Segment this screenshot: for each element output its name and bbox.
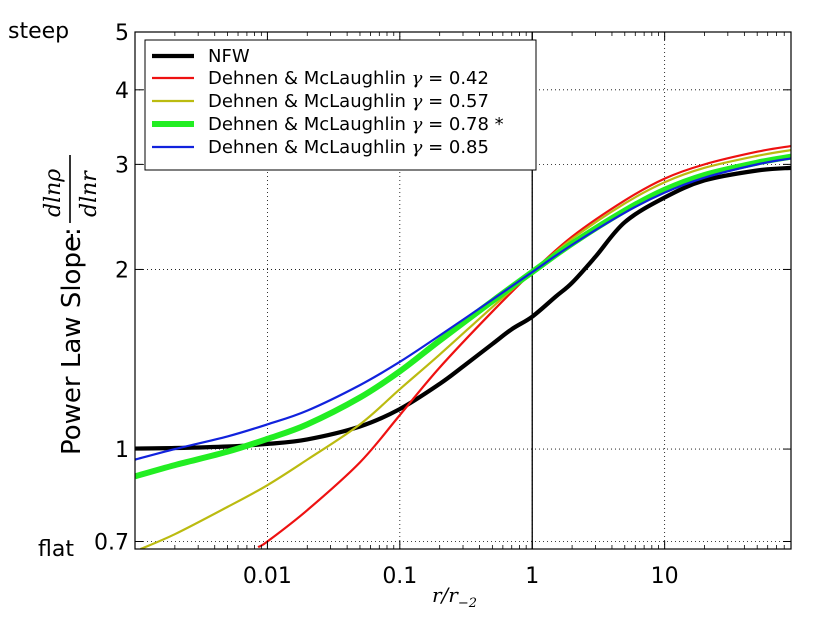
y-tick-label: 3: [115, 153, 129, 178]
series-line-3: [135, 153, 791, 480]
legend-label-1: Dehnen & McLaughlin γ = 0.42: [208, 68, 489, 89]
series-line-2: [140, 149, 791, 549]
series-line-0: [135, 165, 791, 451]
legend-box: [144, 39, 537, 171]
x-axis-title-main: r/r: [432, 583, 459, 607]
y-tick-label: 1: [115, 438, 129, 463]
x-axis-title-sub: −2: [458, 596, 477, 611]
series-line-1: [257, 144, 791, 549]
y-side-label-steep: steep: [8, 19, 69, 44]
y-tick-label: 4: [115, 79, 129, 104]
y-tick-label: 0.7: [94, 530, 129, 555]
y-axis-title-denominator: dlnr: [77, 170, 102, 217]
x-tick-label: 10: [651, 564, 679, 589]
y-side-label-flat: flat: [38, 537, 74, 562]
y-axis-title-text: Power Law Slope:: [57, 227, 87, 455]
axis-ticks: [135, 31, 792, 549]
series-lines: [135, 144, 791, 549]
y-tick-labels: 0.7 1 2 3 4 5: [94, 21, 129, 555]
series-line-4: [135, 157, 791, 461]
x-tick-label: 1: [525, 564, 539, 589]
x-tick-label: 0.01: [243, 564, 292, 589]
x-tick-label: 0.1: [382, 564, 417, 589]
legend-label-0: NFW: [208, 46, 250, 67]
y-axis-title-minus: −: [57, 231, 87, 253]
y-tick-label: 5: [115, 21, 129, 46]
x-tick-labels: 0.01 0.1 1 10: [243, 564, 679, 589]
y-axis-title: Power Law Slope: − dlnρ dlnr: [41, 155, 102, 455]
legend-label-2: Dehnen & McLaughlin γ = 0.57: [208, 91, 489, 112]
legend-label-4: Dehnen & McLaughlin γ = 0.85: [208, 137, 489, 158]
y-tick-label: 2: [115, 258, 129, 283]
x-axis-title: r/r−2: [432, 583, 477, 611]
legend-label-3: Dehnen & McLaughlin γ = 0.78 *: [208, 114, 504, 135]
y-axis-title-numerator: dlnρ: [41, 169, 66, 217]
